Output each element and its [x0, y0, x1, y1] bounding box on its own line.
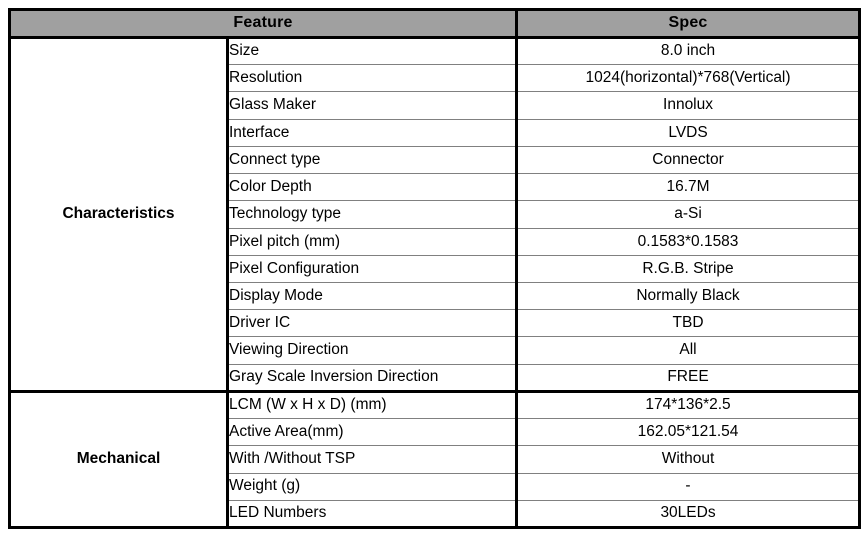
table-row: Characteristics Size 8.0 inch: [9, 37, 860, 393]
feature-cell: Color Depth: [227, 173, 519, 202]
feature-cell: Display Mode: [227, 282, 519, 311]
spec-cell: Normally Black: [516, 282, 860, 311]
table-row: LED Numbers 30LEDs: [10, 500, 860, 528]
spec-cell: 162.05*121.54: [516, 418, 860, 447]
table-row: Interface LVDS: [10, 119, 860, 147]
table-row: Connect type Connector: [10, 146, 860, 175]
table-row: Mechanical LCM (W x H x D) (mm) 174*136*2.…: [9, 391, 860, 528]
feature-cell: Weight (g): [227, 473, 519, 501]
table-row: Pixel Configuration R.G.B. Stripe: [10, 255, 860, 283]
table-row: Gray Scale Inversion Direction FREE: [10, 364, 860, 393]
spec-cell: FREE: [516, 364, 860, 393]
spec-cell: Connector: [516, 146, 860, 175]
column-header-feature: Feature: [9, 9, 519, 39]
specification-table: Feature Spec Characteristics Size 8.0 inch…: [8, 8, 862, 529]
table-row: Pixel pitch (mm) 0.1583*0.1583: [10, 228, 860, 256]
table-body: Characteristics Size 8.0 inch Resolution 102…: [9, 37, 860, 528]
feature-cell: Gray Scale Inversion Direction: [227, 364, 519, 393]
spec-cell: 174*136*2.5: [516, 391, 860, 420]
table-row: Display Mode Normally Black: [10, 282, 860, 311]
spec-cell: 16.7M: [516, 173, 860, 202]
spec-cell: All: [516, 336, 860, 365]
spec-cell: LVDS: [516, 119, 860, 147]
feature-cell: Viewing Direction: [227, 336, 519, 365]
category-label-1: Characteristics: [9, 37, 229, 393]
column-header-spec: Spec: [516, 9, 860, 39]
category-label-2: Mechanical: [9, 391, 229, 528]
table-row: Color Depth 16.7M: [10, 173, 860, 202]
table-row: Active Area(mm) 162.05*121.54: [10, 418, 860, 447]
feature-cell: Glass Maker: [227, 91, 519, 120]
feature-cell: Active Area(mm): [227, 418, 519, 447]
feature-cell: With /Without TSP: [227, 445, 519, 474]
spec-cell: Innolux: [516, 91, 860, 120]
spec-cell: 0.1583*0.1583: [516, 228, 860, 256]
feature-cell: Pixel pitch (mm): [227, 228, 519, 256]
table-row: Weight (g) -: [10, 473, 860, 501]
spec-table-container: Feature Spec Characteristics Size 8.0 inch…: [8, 8, 862, 529]
feature-cell: Pixel Configuration: [227, 255, 519, 283]
header-row: Feature Spec: [9, 9, 860, 39]
spec-cell: a-Si: [516, 200, 860, 229]
spec-cell: 1024(horizontal)*768(Vertical): [516, 64, 860, 93]
feature-cell: Technology type: [227, 200, 519, 229]
table-header: Feature Spec: [9, 9, 860, 39]
spec-cell: TBD: [516, 309, 860, 338]
table-row: Viewing Direction All: [10, 336, 860, 365]
spec-cell: 30LEDs: [660, 504, 716, 522]
table-row: Resolution 1024(horizontal)*768(Vertical): [10, 64, 860, 93]
table-row: Technology type a-Si: [10, 200, 860, 229]
table-row: With /Without TSP Without: [10, 445, 860, 474]
feature-cell: LCM (W x H x D) (mm): [227, 391, 519, 420]
feature-cell: Connect type: [227, 146, 519, 175]
feature-cell: Resolution: [227, 64, 519, 93]
table-row: Driver IC TBD: [10, 309, 860, 338]
spec-cell: Without: [516, 445, 860, 474]
feature-cell: Driver IC: [227, 309, 519, 338]
feature-cell: Size: [227, 37, 519, 66]
spec-cell: R.G.B. Stripe: [516, 255, 860, 283]
spec-cell: -: [516, 473, 860, 501]
feature-cell: LED Numbers: [227, 500, 519, 528]
spec-cell: 8.0 inch: [516, 37, 860, 66]
table-row: Glass Maker Innolux: [10, 91, 860, 120]
feature-cell: Interface: [227, 119, 519, 147]
